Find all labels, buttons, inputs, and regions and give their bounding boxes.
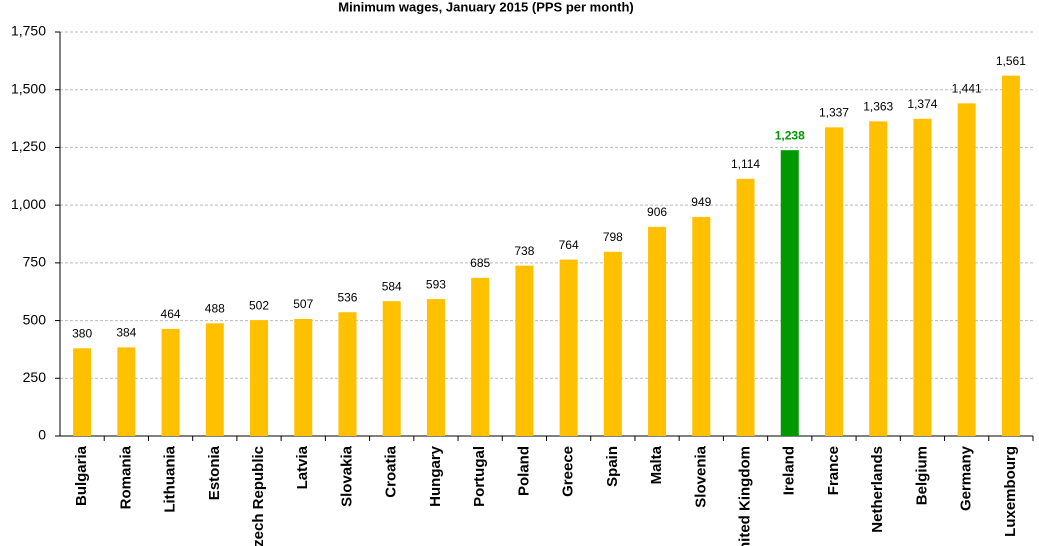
- bar: [869, 121, 888, 437]
- value-label: 380: [72, 326, 92, 340]
- y-tick-label: 750: [23, 254, 47, 270]
- x-tick-label: Luxembourg: [1002, 446, 1019, 537]
- y-tick-label: 1,750: [11, 23, 46, 39]
- y-tick-label: 0: [38, 427, 46, 443]
- bar: [515, 265, 534, 436]
- x-tick-label: Latvia: [294, 445, 311, 489]
- value-label: 502: [249, 298, 269, 312]
- x-tick-label: Slovenia: [692, 445, 709, 507]
- value-label: 584: [382, 279, 402, 293]
- x-tick-label: Ireland: [781, 446, 798, 495]
- value-label: 764: [559, 238, 579, 252]
- y-tick-label: 250: [23, 369, 47, 385]
- x-tick-label: France: [825, 446, 842, 495]
- x-tick-label: Portugal: [471, 446, 488, 507]
- x-tick-label: Poland: [515, 446, 532, 496]
- bar: [780, 150, 799, 436]
- value-label: 507: [293, 297, 313, 311]
- x-tick-label: Netherlands: [869, 446, 886, 533]
- value-label: 384: [116, 326, 136, 340]
- bar: [1001, 75, 1020, 436]
- value-label: 1,114: [731, 157, 760, 171]
- y-tick-label: 1,500: [11, 80, 46, 96]
- x-tick-label: Croatia: [383, 445, 400, 497]
- bar: [205, 323, 224, 436]
- bar: [603, 251, 622, 436]
- x-tick-label: Spain: [604, 446, 621, 487]
- value-label: 685: [470, 256, 490, 270]
- x-tick-label: Czech Republic: [250, 446, 267, 546]
- x-tick-label: Greece: [560, 446, 577, 497]
- bar: [426, 299, 445, 436]
- value-label: 488: [205, 302, 225, 316]
- bar: [559, 259, 578, 436]
- x-tick-label: Bulgaria: [73, 445, 90, 506]
- value-label: 1,561: [996, 54, 1026, 68]
- x-tick-label: Romania: [117, 445, 134, 509]
- x-tick-label: Belgium: [913, 446, 930, 505]
- bar: [250, 320, 269, 436]
- bar: [957, 103, 976, 437]
- y-tick-label: 1,250: [11, 138, 46, 154]
- x-tick-label: Malta: [648, 445, 665, 484]
- bar: [73, 348, 92, 436]
- value-label: 798: [603, 230, 623, 244]
- value-label: 1,238: [775, 128, 805, 142]
- value-label: 906: [647, 205, 667, 219]
- value-label: 738: [514, 244, 534, 258]
- bar: [294, 318, 313, 436]
- bar: [161, 328, 180, 436]
- x-tick-label: Lithuania: [162, 445, 179, 512]
- bar: [824, 127, 843, 437]
- bar: [648, 226, 667, 436]
- bar: [471, 277, 490, 436]
- bar: [736, 178, 755, 437]
- x-tick-label: Estonia: [206, 445, 223, 500]
- y-tick-label: 500: [23, 311, 47, 327]
- value-label: 1,337: [819, 106, 849, 120]
- value-label: 464: [161, 307, 181, 321]
- value-label: 593: [426, 277, 446, 291]
- bar: [338, 312, 357, 436]
- x-tick-label: Hungary: [427, 445, 444, 507]
- value-label: 1,374: [907, 97, 937, 111]
- chart-title: Minimum wages, January 2015 (PPS per mon…: [338, 0, 633, 14]
- y-tick-label: 1,000: [11, 196, 46, 212]
- x-tick-label: Slovakia: [338, 445, 355, 507]
- bar: [913, 118, 932, 437]
- value-label: 1,441: [952, 82, 982, 96]
- value-label: 1,363: [863, 100, 893, 114]
- x-tick-label: United Kingdom: [736, 446, 753, 546]
- bar: [117, 347, 136, 436]
- bar: [692, 216, 711, 436]
- value-label: 949: [691, 195, 711, 209]
- value-label: 536: [337, 290, 357, 304]
- bar: [382, 301, 401, 436]
- x-tick-label: Germany: [958, 445, 975, 511]
